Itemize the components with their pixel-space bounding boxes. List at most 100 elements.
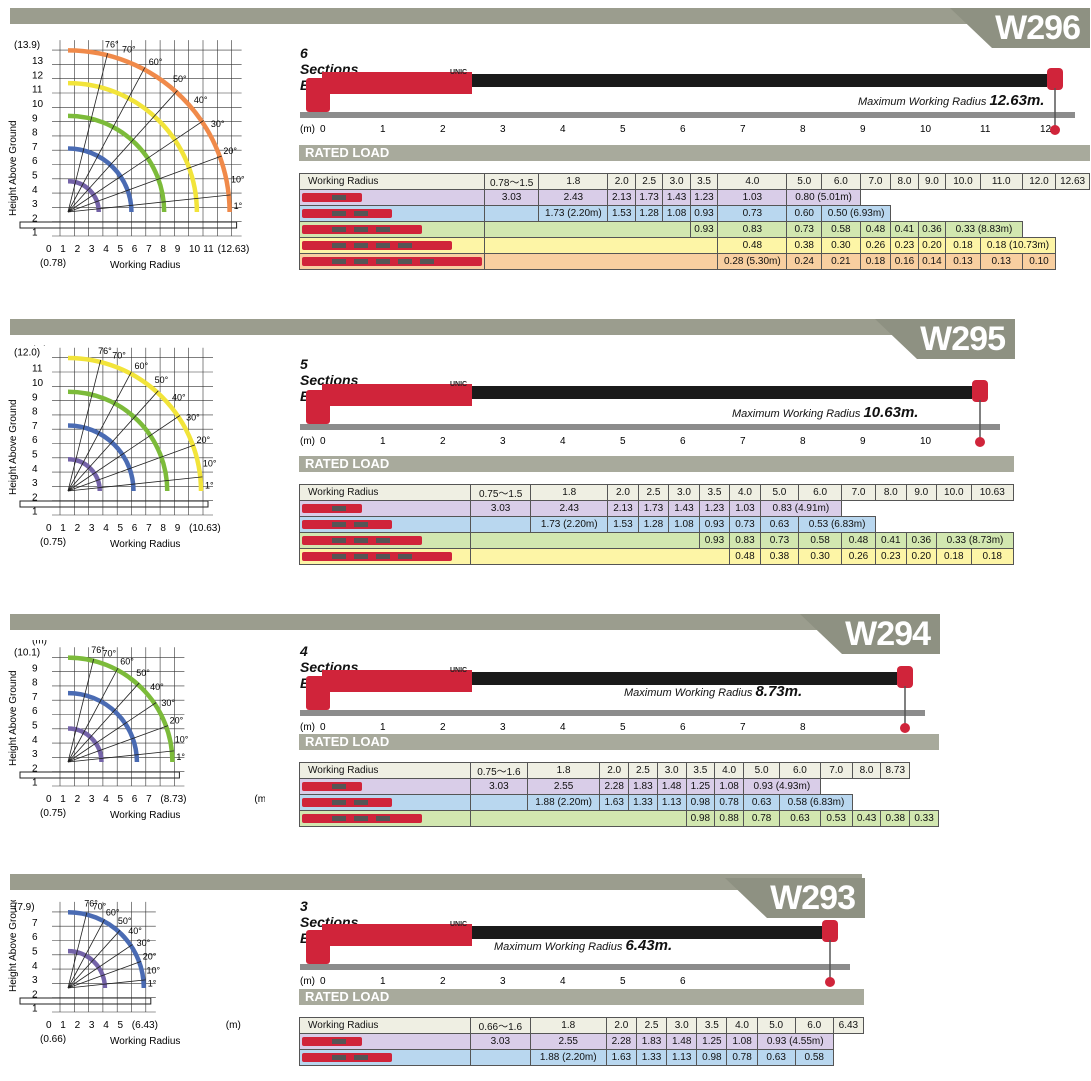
value-cell: 0.48	[859, 221, 892, 238]
angle-label: 70°	[122, 45, 136, 55]
boom-telescopic-section	[472, 926, 822, 939]
angle-line	[67, 725, 169, 763]
axis-tick: 1	[380, 722, 386, 733]
axis-tick: 2	[440, 976, 446, 987]
angle-line	[67, 750, 174, 763]
boom-illustration: UNIC (m) 0 1 2 3 4 5 6 7 8 9 10	[300, 380, 1000, 447]
value-cell: 1.48	[666, 1033, 698, 1050]
x-tick: 8	[160, 244, 166, 255]
angle-label: 50°	[118, 916, 132, 926]
ground-line	[300, 424, 1000, 430]
x-tick: 11	[203, 244, 214, 255]
value-cell	[470, 1049, 531, 1066]
value-cell: 1.03	[717, 189, 788, 206]
value-cell: 0.18	[970, 548, 1015, 565]
radius-arc	[67, 457, 102, 492]
boom-head	[972, 380, 988, 402]
axis-tick: 5	[620, 436, 626, 447]
header-cell: 3.0	[668, 484, 700, 501]
header-cell: 4.0	[717, 173, 788, 190]
angle-line	[67, 961, 142, 989]
table-header-row: Working Radius 0.66～1.6 1.8 2.0 2.5 3.0 3.5 4.0…	[299, 1017, 865, 1034]
angle-label: 20°	[196, 435, 210, 445]
x-tick: 7	[146, 523, 152, 534]
value-cell: 0.14	[917, 253, 947, 270]
x-tick: 0	[46, 1020, 52, 1031]
value-cell: 0.98	[696, 1049, 728, 1066]
x-tick: 4	[103, 794, 109, 805]
value-cell: 2.55	[526, 778, 601, 795]
value-cell: 1.33	[628, 794, 658, 811]
y-tick: 1	[32, 1004, 38, 1015]
value-cell: 1.28	[637, 516, 670, 533]
boom-base-section	[322, 384, 472, 406]
header-cell: 10.0	[936, 484, 972, 501]
axis-tick: 3	[500, 124, 506, 135]
rated-load-header: RATED LOAD	[299, 734, 939, 750]
y-unit: (m)	[32, 900, 47, 901]
value-cell: 0.36	[917, 221, 947, 238]
table-row: 0.48 0.38 0.30 0.26 0.23 0.20 0.18 0.18 (10.73m…	[299, 237, 1090, 254]
max-radius-value: 12.63m.	[989, 92, 1045, 109]
y-tick: 4	[32, 464, 38, 475]
angle-label: 50°	[173, 74, 187, 84]
x-tick: 0	[46, 794, 52, 805]
boom-illustration: UNIC(m) 0 1 2 3 4 5 6 7 8 9 10 11 12	[300, 68, 1075, 135]
boom-brand-label: UNIC	[450, 921, 467, 928]
table-header-row: Working Radius 0.75～1.5 1.8 2.0 2.5 3.0 3.5 4.0…	[299, 484, 1015, 501]
value-cell: 1.73 (2.20m)	[530, 516, 609, 533]
angle-line	[67, 658, 95, 763]
y-tick: 7	[32, 692, 38, 703]
header-cell: 7.0	[819, 762, 853, 779]
axis-tick: 3	[500, 976, 506, 987]
table-row: 3.03 2.43 2.13 1.73 1.43 1.23 1.03 0.83 (4.91m)	[299, 500, 1014, 517]
angle-line	[67, 359, 102, 492]
x-tick: 9	[175, 244, 181, 255]
axis-tick: 2	[440, 722, 446, 733]
header-cell: 8.0	[875, 484, 907, 501]
header-cell: 3.5	[685, 762, 716, 779]
table-row: 0.98 0.88 0.78 0.63 0.53 0.43 0.38 0.33	[299, 810, 939, 827]
angle-label: 30°	[137, 938, 151, 948]
axis-tick: 5	[620, 124, 626, 135]
value-cell: 0.30	[798, 548, 843, 565]
axis-tick: 6	[680, 436, 686, 447]
x-axis-label: Working Radius	[110, 260, 180, 271]
axis-tick: 9	[860, 124, 866, 135]
y-max-label: (13.9)	[14, 40, 40, 51]
value-cell: 0.88	[714, 810, 744, 827]
value-cell: 0.41	[875, 532, 907, 549]
axis-tick: 7	[740, 436, 746, 447]
radius-axis	[300, 712, 940, 726]
x-axis-label: Working Radius	[110, 810, 180, 821]
header-cell: 8.73	[880, 762, 911, 779]
header-cell: 2.5	[637, 484, 670, 501]
axis-tick: 6	[680, 976, 686, 987]
y-tick: 1	[32, 507, 38, 518]
angle-line	[67, 120, 204, 213]
x-tick: 0	[46, 244, 52, 255]
boom-icon	[299, 253, 485, 270]
table-row: 3.03 2.55 2.28 1.83 1.48 1.25 1.08 0.93 (4.93m)	[299, 778, 939, 795]
truck-body	[19, 221, 238, 229]
value-cell: 0.83 (4.91m)	[759, 500, 843, 517]
model-badge: W295	[875, 319, 1015, 359]
header-cell: 7.0	[859, 173, 892, 190]
value-cell: 1.25	[685, 778, 716, 795]
model-name: W294	[845, 615, 931, 653]
angle-line	[67, 390, 159, 492]
value-cell: 1.23	[698, 500, 731, 517]
boom-icon	[299, 205, 485, 222]
angle-line	[67, 67, 146, 213]
value-cell: 0.20	[917, 237, 947, 254]
model-name: W295	[920, 320, 1006, 358]
axis-tick: 0	[320, 976, 326, 987]
header-label: Working Radius	[299, 484, 471, 501]
x-tick: 3	[89, 794, 95, 805]
boom-head	[1047, 68, 1063, 90]
table-header-row: Working Radius 0.78～1.5 1.8 2.0 2.5 3.0 3.5 4.0…	[299, 173, 1090, 190]
boom-icon	[299, 516, 471, 533]
boom-telescopic-section	[472, 386, 972, 399]
range-chart: (m)(7.9)7654321012345(6.43)(m)(0.66)Work…	[8, 900, 241, 1047]
table-row: 0.48 0.38 0.30 0.26 0.23 0.20 0.18 0.18	[299, 548, 1015, 565]
